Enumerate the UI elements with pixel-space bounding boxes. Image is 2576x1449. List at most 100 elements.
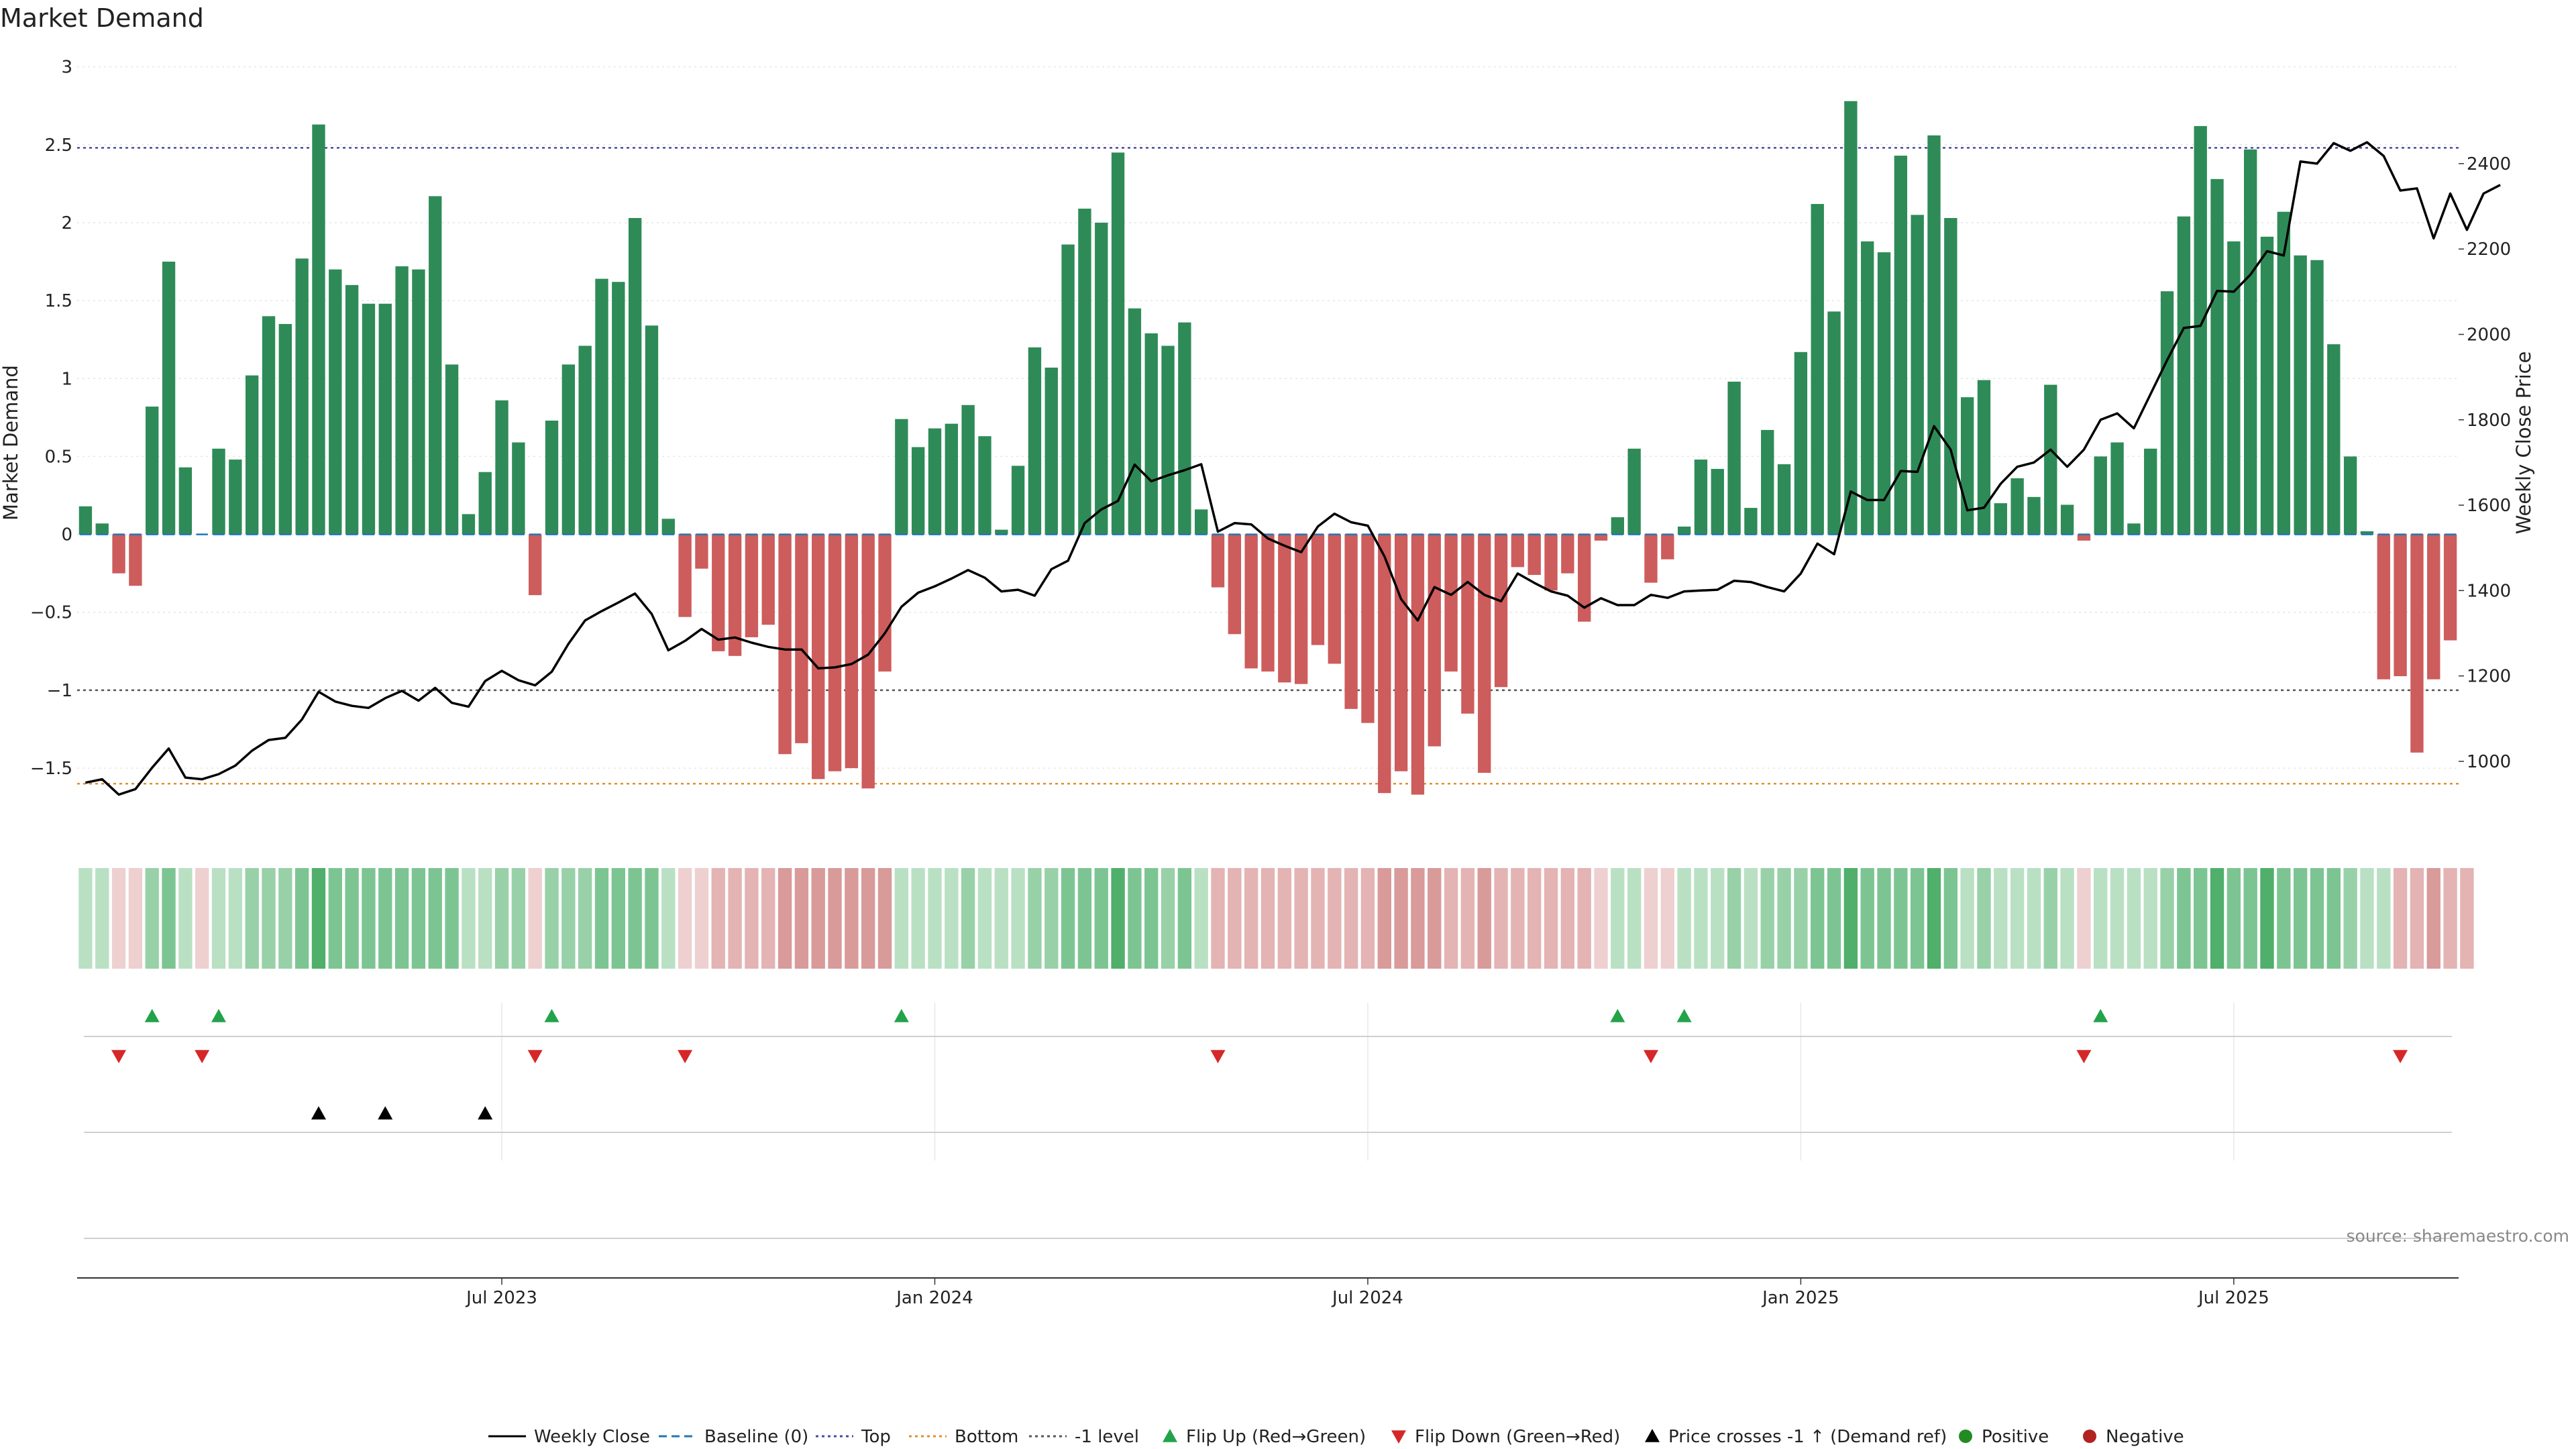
shade-cell-positive (1161, 868, 1175, 969)
shade-cell-negative (2410, 868, 2424, 969)
shade-cell-positive (561, 868, 576, 969)
demand-bar-positive (995, 529, 1008, 535)
demand-bar-negative (1594, 534, 1608, 541)
flip-down-marker (1210, 1050, 1226, 1063)
shade-cell-negative (1544, 868, 1558, 969)
shade-cell-positive (1960, 868, 1974, 969)
shade-cell-positive (628, 868, 642, 969)
demand-bar-positive (429, 196, 442, 535)
legend-label: -1 level (1075, 1427, 1139, 1447)
demand-bar-positive (1711, 469, 1724, 535)
demand-bar-positive (1195, 509, 1208, 535)
demand-bar-negative (1577, 534, 1591, 622)
shade-cell-negative (1460, 868, 1475, 969)
shade-cell-positive (478, 868, 492, 969)
x-tick-label: Jan 2025 (1761, 1288, 1839, 1308)
demand-bar-positive (245, 375, 259, 535)
shade-cell-positive (1677, 868, 1691, 969)
shade-cell-positive (1927, 868, 1941, 969)
flip-up-marker (2093, 1009, 2108, 1022)
left-tick-label: 1 (61, 369, 72, 389)
shade-cell-positive (411, 868, 426, 969)
demand-bar-positive (561, 364, 576, 535)
demand-bar-positive (1877, 252, 1891, 535)
demand-bar-positive (162, 262, 176, 535)
demand-bar-positive (1627, 448, 1641, 535)
shade-cell-positive (945, 868, 959, 969)
shade-cell-positive (345, 868, 359, 969)
shade-cell-positive (494, 868, 509, 969)
legend-label: Price crosses -1 ↑ (Demand ref) (1668, 1427, 1947, 1447)
x-tick-label: Jul 2024 (1331, 1288, 1403, 1308)
shade-cell-negative (828, 868, 842, 969)
demand-bar-negative (1511, 534, 1525, 568)
shade-cell-negative (1244, 868, 1258, 969)
legend-swatch (1391, 1430, 1406, 1444)
shade-cell-negative (761, 868, 775, 969)
shade-cell-positive (611, 868, 625, 969)
shade-cell-positive (1177, 868, 1192, 969)
demand-bar-negative (112, 534, 125, 574)
demand-bar-positive (1061, 244, 1075, 535)
price-cross-marker (311, 1106, 326, 1120)
demand-bar-positive (2110, 442, 2124, 535)
demand-bar-positive (2343, 456, 2357, 535)
demand-bar-negative (1211, 534, 1225, 588)
shade-cell-positive (145, 868, 159, 969)
shade-cell-positive (1760, 868, 1774, 969)
shade-cell-positive (511, 868, 526, 969)
shade-cell-positive (278, 868, 292, 969)
demand-bar-positive (395, 266, 409, 535)
chart-title: Market Demand (0, 3, 204, 33)
shade-cell-positive (2360, 868, 2374, 969)
shade-cell-negative (861, 868, 875, 969)
right-tick-label: 1400 (2467, 581, 2511, 601)
demand-bar-positive (262, 316, 276, 535)
shade-cell-positive (328, 868, 342, 969)
demand-bar-negative (812, 534, 825, 780)
shade-cell-positive (1777, 868, 1791, 969)
left-tick-label: 0 (61, 525, 72, 545)
left-tick-label: 3 (61, 58, 72, 78)
shade-cell-positive (594, 868, 609, 969)
shade-cell-positive (2060, 868, 2074, 969)
shade-cell-positive (977, 868, 992, 969)
shade-cell-positive (78, 868, 93, 969)
shade-cell-negative (794, 868, 809, 969)
demand-bar-negative (1378, 534, 1391, 794)
demand-bar-positive (1111, 152, 1125, 535)
shade-cell-positive (1111, 868, 1125, 969)
demand-bar-negative (1494, 534, 1508, 688)
legend-label: Positive (1982, 1427, 2049, 1447)
demand-bar-positive (362, 303, 376, 535)
demand-bar-positive (378, 303, 392, 535)
shade-cell-negative (128, 868, 143, 969)
shade-cell-positive (1860, 868, 1874, 969)
shade-cell-positive (294, 868, 309, 969)
shade-cell-positive (1077, 868, 1092, 969)
shade-cell-negative (1660, 868, 1674, 969)
demand-bar-positive (911, 447, 925, 535)
demand-bar-negative (678, 534, 692, 617)
legend-swatch (2083, 1430, 2096, 1443)
gridlines (77, 66, 2459, 1239)
demand-bar-positive (345, 284, 359, 535)
demand-bar-positive (612, 282, 625, 535)
demand-bar-positive (2027, 496, 2041, 535)
shade-cell-negative (1344, 868, 1358, 969)
shade-cell-positive (894, 868, 909, 969)
demand-bar-positive (2260, 236, 2274, 535)
demand-bar-negative (2443, 534, 2457, 641)
demand-bar-positive (2127, 523, 2141, 535)
shade-cell-positive (95, 868, 109, 969)
shade-cell-negative (1228, 868, 1242, 969)
flip-down-marker (111, 1050, 127, 1063)
right-tick-label: 1800 (2467, 411, 2511, 431)
demand-bar-positive (1761, 429, 1774, 535)
flip-up-marker (211, 1009, 227, 1022)
legend-swatch (1645, 1429, 1660, 1442)
price-cross-marker (478, 1106, 493, 1120)
shade-cell-positive (1094, 868, 1108, 969)
right-tick-label: 1200 (2467, 667, 2511, 687)
demand-bar-negative (1561, 534, 1574, 574)
